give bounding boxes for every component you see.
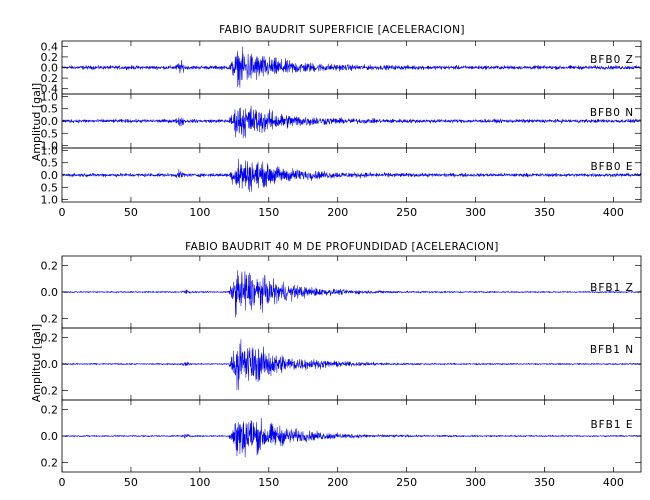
y-tick-label: 0.2 xyxy=(41,313,59,326)
y-tick-label: 1.0 xyxy=(41,90,59,103)
x-tick-label: 150 xyxy=(258,476,279,489)
seismogram-trace xyxy=(61,46,642,88)
channel-label: BFB1 N xyxy=(590,344,634,356)
x-tick-label: 250 xyxy=(396,206,417,219)
x-tick-label: 300 xyxy=(465,206,486,219)
x-tick-label: 0 xyxy=(59,476,66,489)
seismogram-trace xyxy=(61,105,641,139)
x-tick-label: 350 xyxy=(534,476,555,489)
x-tick-label: 100 xyxy=(189,206,210,219)
y-tick-label: 0.2 xyxy=(41,72,59,85)
seismogram-trace xyxy=(61,418,642,458)
x-tick-label: 400 xyxy=(603,476,624,489)
surface-title: FABIO BAUDRIT SUPERFICIE [ACELERACION] xyxy=(219,24,465,36)
y-tick-label: 0.2 xyxy=(41,331,59,344)
x-tick-label: 200 xyxy=(327,476,348,489)
y-tick-label: 0.2 xyxy=(41,403,59,416)
x-tick-label: 400 xyxy=(603,206,624,219)
x-tick-label: 0 xyxy=(59,206,66,219)
panel-bfb1-n: 0.2 0.0 0.2 BFB1 N xyxy=(41,327,642,401)
seismogram-trace xyxy=(61,270,642,318)
x-tick-label: 50 xyxy=(124,206,138,219)
channel-label: BFB0 Z xyxy=(590,54,634,66)
x-tick-label: 100 xyxy=(189,476,210,489)
y-tick-label: 1.0 xyxy=(41,144,59,157)
seismogram-trace xyxy=(61,158,642,193)
x-tick-label: 200 xyxy=(327,206,348,219)
channel-label: BFB1 Z xyxy=(590,282,634,294)
y-tick-label: 0.2 xyxy=(41,51,59,64)
channel-label: BFB0 N xyxy=(590,107,634,119)
panel-bfb1-z: 0.2 0.0 0.2 BFB1 Z xyxy=(41,255,642,329)
y-tick-label: 0.2 xyxy=(41,259,59,272)
y-tick-label: 0.5 xyxy=(41,127,59,140)
y-tick-label: 1.0 xyxy=(41,140,59,153)
channel-label: BFB0 E xyxy=(590,161,633,173)
surface-acceleration-group: FABIO BAUDRIT SUPERFICIE [ACELERACION] A… xyxy=(30,24,642,219)
y-tick-label: 0.0 xyxy=(41,169,59,182)
panel-bfb1-e: 0.2 0.0 0.2 BFB1 E xyxy=(41,399,642,473)
y-tick-label: 0.0 xyxy=(41,115,59,128)
surface-y-axis-label: Amplitud [gal] xyxy=(30,83,43,161)
y-tick-label: 0.0 xyxy=(41,358,59,371)
y-tick-label: 0.5 xyxy=(41,103,59,116)
x-tick-label: 250 xyxy=(396,476,417,489)
depth-title: FABIO BAUDRIT 40 M DE PROFUNDIDAD [ACELE… xyxy=(185,241,499,253)
y-tick-label: 0.2 xyxy=(41,385,59,398)
x-tick-label: 300 xyxy=(465,476,486,489)
depth-y-axis-label: Amplitud [gal] xyxy=(30,324,43,402)
y-tick-label: 0.0 xyxy=(41,62,59,75)
x-tick-label: 50 xyxy=(124,476,138,489)
y-tick-label: 0.5 xyxy=(41,181,59,194)
y-tick-label: 1.0 xyxy=(41,194,59,207)
y-tick-label: 0.5 xyxy=(41,157,59,170)
y-tick-label: 0.4 xyxy=(41,40,59,53)
depth-acceleration-group: FABIO BAUDRIT 40 M DE PROFUNDIDAD [ACELE… xyxy=(30,241,642,489)
channel-label: BFB1 E xyxy=(590,419,633,431)
y-tick-label: 0.2 xyxy=(41,457,59,470)
x-tick-label: 350 xyxy=(534,206,555,219)
y-tick-label: 0.0 xyxy=(41,286,59,299)
x-tick-label: 150 xyxy=(258,206,279,219)
y-tick-label: 0.0 xyxy=(41,430,59,443)
seismogram-trace xyxy=(61,339,642,391)
y-tick-label: 0.4 xyxy=(41,83,59,96)
